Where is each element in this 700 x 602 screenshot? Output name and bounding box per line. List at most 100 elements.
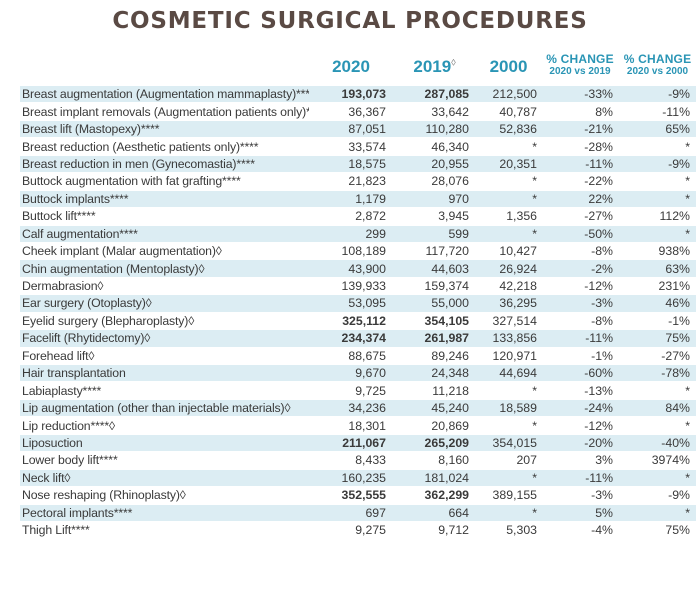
header-2019: 2019◊ (393, 52, 476, 86)
table-body: Breast augmentation (Augmentation mammap… (20, 84, 696, 539)
change-2020-vs-2019-cell: -20% (541, 433, 619, 452)
value-2019-cell: 265,209 (393, 433, 476, 452)
procedure-name-cell: Labiaplasty**** (20, 381, 309, 400)
table-row: Neck lift◊ 160,235 181,024 * -11% * (20, 468, 696, 487)
value-2000-cell: 20,351 (476, 154, 541, 173)
procedure-name-cell: Hair transplantation (20, 363, 309, 382)
value-2000-cell: 212,500 (476, 84, 541, 103)
value-2020-cell: 2,872 (309, 207, 393, 225)
table-row: Breast augmentation (Augmentation mammap… (20, 84, 696, 103)
change-2020-vs-2019-cell: -60% (541, 363, 619, 382)
value-2019-cell: 8,160 (393, 451, 476, 470)
value-2000-cell: 52,836 (476, 119, 541, 138)
value-2020-cell: 34,236 (309, 398, 393, 417)
procedure-name-cell: Neck lift◊ (20, 468, 309, 487)
change-2020-vs-2019-cell: -1% (541, 346, 619, 365)
value-2000-cell: 5,303 (476, 520, 541, 539)
procedure-name-cell: Buttock lift**** (20, 207, 309, 225)
value-2000-cell: * (476, 503, 541, 522)
change-2020-vs-2019-cell: -33% (541, 84, 619, 103)
procedure-name-cell: Breast reduction (Aesthetic patients onl… (20, 137, 309, 156)
procedure-name-cell: Liposuction (20, 433, 309, 452)
value-2020-cell: 9,275 (309, 520, 393, 539)
value-2000-cell: 10,427 (476, 241, 541, 260)
value-2020-cell: 87,051 (309, 119, 393, 138)
value-2019-cell: 33,642 (393, 102, 476, 121)
value-2019-cell: 11,218 (393, 381, 476, 400)
header-change-sub: 2020 vs 2019 (549, 66, 611, 77)
value-2019-cell: 599 (393, 224, 476, 243)
change-2020-vs-2019-cell: -21% (541, 119, 619, 138)
value-2000-cell: 1,356 (476, 207, 541, 225)
value-2000-cell: 42,218 (476, 276, 541, 295)
table-row: Cheek implant (Malar augmentation)◊ 108,1… (20, 241, 696, 260)
value-2019-cell: 28,076 (393, 172, 476, 191)
procedure-name-cell: Forehead lift◊ (20, 346, 309, 365)
change-2020-vs-2019-cell: -12% (541, 276, 619, 295)
value-2020-cell: 9,670 (309, 363, 393, 382)
change-2020-vs-2000-cell: 84% (619, 398, 696, 417)
procedure-name-cell: Calf augmentation**** (20, 224, 309, 243)
change-2020-vs-2019-cell: -11% (541, 329, 619, 348)
table-row: Breast implant removals (Augmentation pa… (20, 102, 696, 121)
change-2020-vs-2000-cell: -9% (619, 84, 696, 103)
value-2000-cell: * (476, 189, 541, 208)
change-2020-vs-2000-cell: * (619, 468, 696, 487)
value-2000-cell: 26,924 (476, 259, 541, 278)
change-2020-vs-2000-cell: -11% (619, 102, 696, 121)
value-2020-cell: 299 (309, 224, 393, 243)
procedure-name-cell: Lip reduction****◊ (20, 416, 309, 435)
table-row: Buttock implants**** 1,179 970 * 22% * (20, 189, 696, 208)
value-2019-cell: 261,987 (393, 329, 476, 348)
change-2020-vs-2000-cell: * (619, 381, 696, 400)
value-2000-cell: * (476, 416, 541, 435)
change-2020-vs-2019-cell: -4% (541, 520, 619, 539)
value-2000-cell: 354,015 (476, 433, 541, 452)
value-2020-cell: 9,725 (309, 381, 393, 400)
value-2000-cell: * (476, 468, 541, 487)
change-2020-vs-2000-cell: * (619, 416, 696, 435)
change-2020-vs-2019-cell: -28% (541, 137, 619, 156)
change-2020-vs-2000-cell: * (619, 224, 696, 243)
change-2020-vs-2000-cell: * (619, 189, 696, 208)
value-2000-cell: 327,514 (476, 311, 541, 330)
value-2019-cell: 20,869 (393, 416, 476, 435)
value-2000-cell: 133,856 (476, 329, 541, 348)
value-2019-cell: 3,945 (393, 207, 476, 225)
change-2020-vs-2019-cell: 22% (541, 189, 619, 208)
value-2019-cell: 55,000 (393, 294, 476, 313)
change-2020-vs-2000-cell: 231% (619, 276, 696, 295)
header-2019-label: 2019 (413, 57, 452, 76)
change-2020-vs-2000-cell: 65% (619, 119, 696, 138)
value-2019-cell: 159,374 (393, 276, 476, 295)
change-2020-vs-2019-cell: -2% (541, 259, 619, 278)
change-2020-vs-2019-cell: -3% (541, 294, 619, 313)
value-2000-cell: * (476, 137, 541, 156)
value-2000-cell: 389,155 (476, 486, 541, 504)
value-2019-cell: 117,720 (393, 241, 476, 260)
procedure-name-cell: Breast implant removals (Augmentation pa… (20, 102, 309, 121)
table-row: Ear surgery (Otoplasty)◊ 53,095 55,000 36,2… (20, 294, 696, 313)
table-row: Lip augmentation (other than injectable … (20, 398, 696, 417)
table-row: Eyelid surgery (Blepharoplasty)◊ 325,112 3… (20, 311, 696, 330)
procedure-name-cell: Breast lift (Mastopexy)**** (20, 119, 309, 138)
change-2020-vs-2019-cell: -11% (541, 468, 619, 487)
change-2020-vs-2000-cell: 3974% (619, 451, 696, 470)
value-2019-cell: 110,280 (393, 119, 476, 138)
change-2020-vs-2019-cell: -11% (541, 154, 619, 173)
procedure-name-cell: Nose reshaping (Rhinoplasty)◊ (20, 486, 309, 504)
value-2020-cell: 160,235 (309, 468, 393, 487)
header-change-label: % CHANGE (546, 52, 614, 66)
change-2020-vs-2019-cell: -8% (541, 241, 619, 260)
change-2020-vs-2000-cell: * (619, 137, 696, 156)
change-2020-vs-2019-cell: -12% (541, 416, 619, 435)
change-2020-vs-2000-cell: 75% (619, 520, 696, 539)
table-row: Calf augmentation**** 299 599 * -50% * (20, 224, 696, 243)
value-2020-cell: 33,574 (309, 137, 393, 156)
procedure-name-cell: Lower body lift**** (20, 451, 309, 470)
header-procedure (20, 52, 309, 86)
value-2019-cell: 46,340 (393, 137, 476, 156)
procedure-name-cell: Lip augmentation (other than injectable … (20, 398, 309, 417)
value-2020-cell: 8,433 (309, 451, 393, 470)
